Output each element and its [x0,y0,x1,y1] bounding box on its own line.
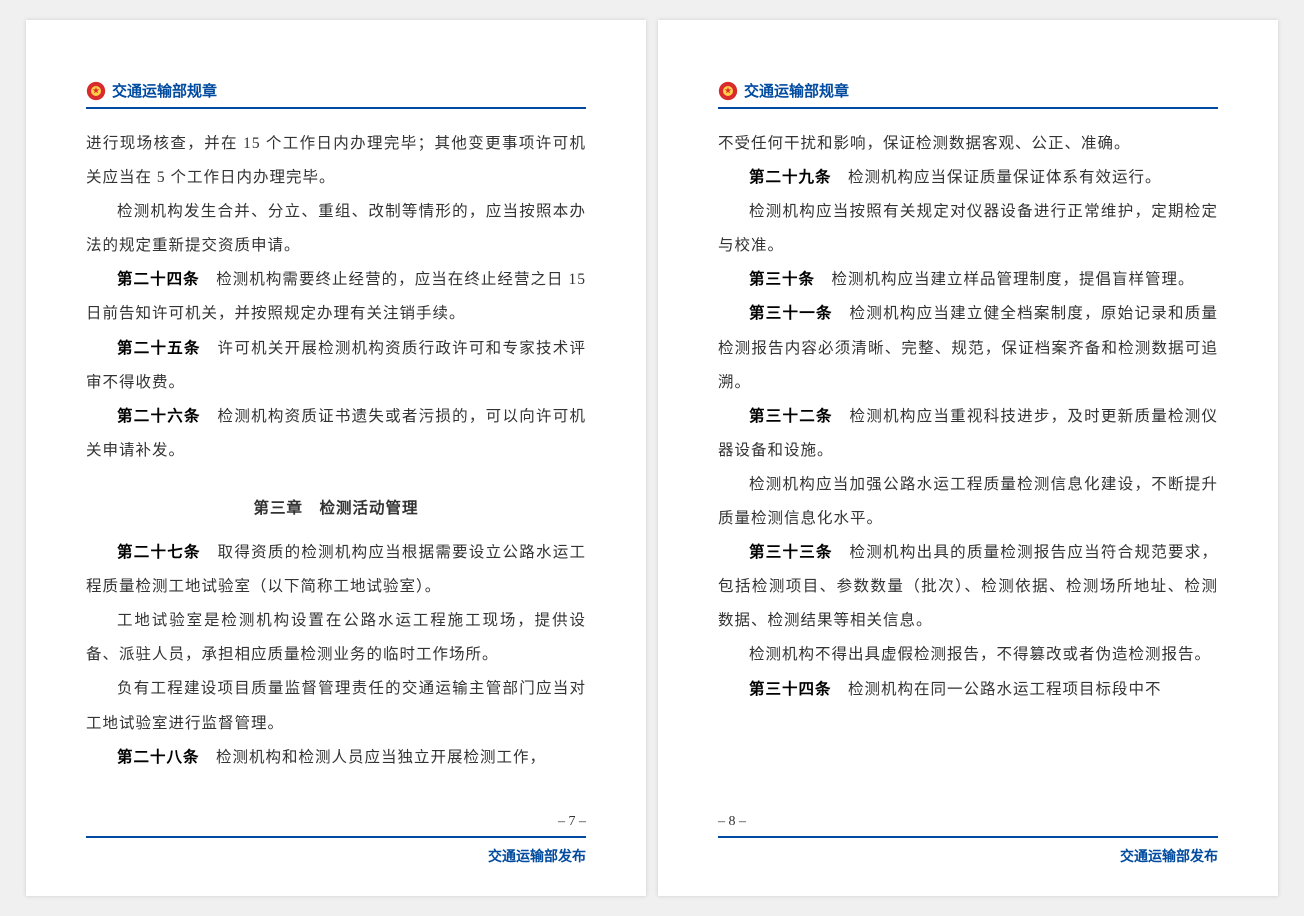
paragraph: 第二十六条 检测机构资质证书遗失或者污损的，可以向许可机关申请补发。 [86,400,586,468]
national-emblem-icon [86,81,106,101]
page-header: 交通运输部规章 [86,80,586,109]
paragraph: 进行现场核查，并在 15 个工作日内办理完毕；其他变更事项许可机关应当在 5 个… [86,127,586,195]
paragraph: 工地试验室是检测机构设置在公路水运工程施工现场，提供设备、派驻人员，承担相应质量… [86,604,586,672]
paragraph: 第二十七条 取得资质的检测机构应当根据需要设立公路水运工程质量检测工地试验室（以… [86,536,586,604]
article-text: 检测机构和检测人员应当独立开展检测工作， [200,749,547,766]
article-label: 第三十一条 [749,305,833,322]
article-text: 检测机构应当保证质量保证体系有效运行。 [832,169,1162,186]
body-text-left: 进行现场核查，并在 15 个工作日内办理完毕；其他变更事项许可机关应当在 5 个… [86,127,586,804]
paragraph: 第三十一条 检测机构应当建立健全档案制度，原始记录和质量检测报告内容必须清晰、完… [718,297,1218,399]
article-label: 第三十三条 [749,544,833,561]
article-label: 第二十五条 [117,340,201,357]
article-label: 第二十七条 [117,544,201,561]
paragraph: 检测机构应当按照有关规定对仪器设备进行正常维护，定期检定与校准。 [718,195,1218,263]
paragraph: 第二十八条 检测机构和检测人员应当独立开展检测工作， [86,741,586,775]
header-title: 交通运输部规章 [112,80,217,101]
paragraph: 检测机构发生合并、分立、重组、改制等情形的，应当按照本办法的规定重新提交资质申请… [86,195,586,263]
paragraph: 不受任何干扰和影响，保证检测数据客观、公正、准确。 [718,127,1218,161]
body-text-right: 不受任何干扰和影响，保证检测数据客观、公正、准确。 第二十九条 检测机构应当保证… [718,127,1218,804]
page-footer: 交通运输部发布 [86,836,586,866]
paragraph: 负有工程建设项目质量监督管理责任的交通运输主管部门应当对工地试验室进行监督管理。 [86,672,586,740]
page-number: – 8 – [718,814,1218,830]
article-label: 第三十二条 [749,408,833,425]
paragraph: 第三十四条 检测机构在同一公路水运工程项目标段中不 [718,673,1218,707]
paragraph: 第三十二条 检测机构应当重视科技进步，及时更新质量检测仪器设备和设施。 [718,400,1218,468]
header-title: 交通运输部规章 [744,80,849,101]
page-left: 交通运输部规章 进行现场核查，并在 15 个工作日内办理完毕；其他变更事项许可机… [26,20,646,896]
paragraph: 第二十九条 检测机构应当保证质量保证体系有效运行。 [718,161,1218,195]
article-label: 第二十八条 [117,749,200,766]
page-number: – 7 – [86,814,586,830]
page-header: 交通运输部规章 [718,80,1218,109]
page-right: 交通运输部规章 不受任何干扰和影响，保证检测数据客观、公正、准确。 第二十九条 … [658,20,1278,896]
paragraph: 检测机构不得出具虚假检测报告，不得篡改或者伪造检测报告。 [718,638,1218,672]
article-label: 第二十四条 [117,271,200,288]
chapter-title: 第三章 检测活动管理 [86,492,586,526]
article-label: 第三十四条 [749,681,832,698]
paragraph: 第三十条 检测机构应当建立样品管理制度，提倡盲样管理。 [718,263,1218,297]
national-emblem-icon [718,81,738,101]
article-text: 检测机构在同一公路水运工程项目标段中不 [832,681,1162,698]
page-footer: 交通运输部发布 [718,836,1218,866]
article-label: 第二十六条 [117,408,201,425]
article-label: 第二十九条 [749,169,832,186]
paragraph: 第三十三条 检测机构出具的质量检测报告应当符合规范要求，包括检测项目、参数数量（… [718,536,1218,638]
article-label: 第三十条 [749,271,815,288]
paragraph: 第二十五条 许可机关开展检测机构资质行政许可和专家技术评审不得收费。 [86,332,586,400]
article-text: 检测机构应当建立样品管理制度，提倡盲样管理。 [815,271,1195,288]
paragraph: 检测机构应当加强公路水运工程质量检测信息化建设，不断提升质量检测信息化水平。 [718,468,1218,536]
paragraph: 第二十四条 检测机构需要终止经营的，应当在终止经营之日 15 日前告知许可机关，… [86,263,586,331]
